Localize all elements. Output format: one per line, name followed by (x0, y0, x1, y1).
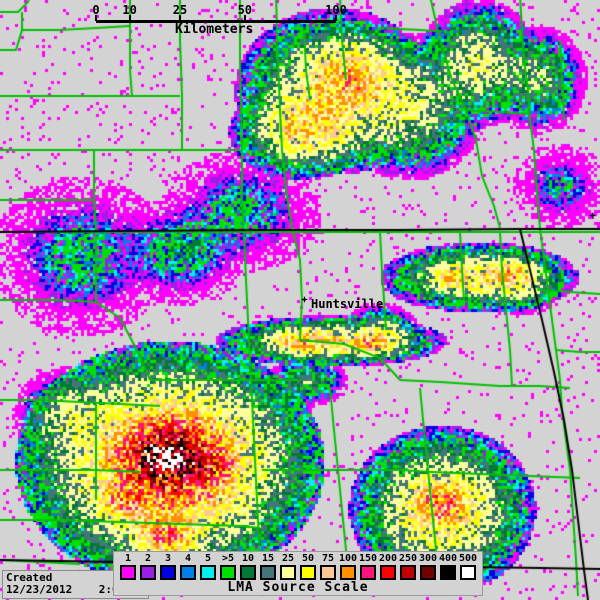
legend-color-chip[interactable] (440, 565, 456, 580)
legend-entry[interactable]: 15 (258, 553, 278, 580)
legend-entry[interactable]: 50 (298, 553, 318, 580)
legend-entry-label: 400 (438, 553, 458, 564)
legend-color-chip[interactable] (200, 565, 216, 580)
legend-color-chip[interactable] (320, 565, 336, 580)
legend-entry-label: 50 (301, 553, 315, 564)
legend-color-chip[interactable] (280, 565, 296, 580)
star-marker-icon (301, 296, 308, 303)
city-label: Huntsville (311, 297, 384, 311)
star-marker-icon-site (589, 212, 596, 219)
legend-entry[interactable]: 150 (358, 553, 378, 580)
legend-entry[interactable]: 100 (338, 553, 358, 580)
created-label: Created (6, 571, 53, 584)
legend-entry-label: 300 (418, 553, 438, 564)
legend-color-chip[interactable] (180, 565, 196, 580)
legend-entry-label: 4 (184, 553, 192, 564)
legend-entry[interactable]: 10 (238, 553, 258, 580)
legend-entry[interactable]: 4 (178, 553, 198, 580)
legend-entry-label: 200 (378, 553, 398, 564)
scale-bar-unit-label: Kilometers (175, 22, 254, 37)
legend-color-chip[interactable] (140, 565, 156, 580)
legend-color-chip[interactable] (120, 565, 136, 580)
legend-entry-label: 10 (241, 553, 255, 564)
legend-color-chip[interactable] (300, 565, 316, 580)
legend-entry-label: >5 (221, 553, 235, 564)
legend-entry[interactable]: 2 (138, 553, 158, 580)
legend-entry[interactable]: 400 (438, 553, 458, 580)
legend-color-chip[interactable] (380, 565, 396, 580)
legend-entry[interactable]: 300 (418, 553, 438, 580)
legend-color-chip[interactable] (220, 565, 236, 580)
legend-color-chip[interactable] (360, 565, 376, 580)
legend: 1 2 3 4 5 >5 10 15 25 50 75 100 150 200 250 300 400 500 L… (113, 551, 483, 596)
legend-entry-label: 150 (358, 553, 378, 564)
legend-entry[interactable]: 1 (118, 553, 138, 580)
legend-entry-label: 2 (144, 553, 152, 564)
legend-entry-label: 15 (261, 553, 275, 564)
legend-entry-label: 5 (204, 553, 212, 564)
legend-entry-label: 3 (164, 553, 172, 564)
legend-color-chip[interactable] (340, 565, 356, 580)
legend-entry-label: 1 (124, 553, 132, 564)
legend-entry[interactable]: >5 (218, 553, 238, 580)
legend-entry[interactable]: 75 (318, 553, 338, 580)
legend-entry[interactable]: 250 (398, 553, 418, 580)
legend-color-chip[interactable] (260, 565, 276, 580)
legend-color-chip[interactable] (400, 565, 416, 580)
legend-entry[interactable]: 500 (458, 553, 478, 580)
legend-color-chip[interactable] (160, 565, 176, 580)
legend-color-chip[interactable] (240, 565, 256, 580)
legend-entry[interactable]: 25 (278, 553, 298, 580)
legend-entry[interactable]: 5 (198, 553, 218, 580)
legend-entry-label: 500 (458, 553, 478, 564)
legend-color-chip[interactable] (420, 565, 436, 580)
legend-title: LMA Source Scale (227, 580, 369, 595)
legend-entry[interactable]: 200 (378, 553, 398, 580)
legend-entry-label: 75 (321, 553, 335, 564)
legend-entry-label: 250 (398, 553, 418, 564)
legend-color-chip[interactable] (460, 565, 476, 580)
legend-entry[interactable]: 3 (158, 553, 178, 580)
legend-swatch-row: 1 2 3 4 5 >5 10 15 25 50 75 100 150 200 250 300 400 500 (118, 553, 478, 580)
created-date: 12/23/2012 (6, 583, 73, 596)
legend-entry-label: 25 (281, 553, 295, 564)
legend-entry-label: 100 (338, 553, 358, 564)
